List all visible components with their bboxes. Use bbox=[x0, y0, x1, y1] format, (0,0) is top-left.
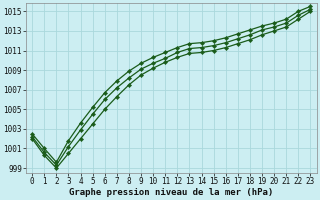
X-axis label: Graphe pression niveau de la mer (hPa): Graphe pression niveau de la mer (hPa) bbox=[69, 188, 274, 197]
